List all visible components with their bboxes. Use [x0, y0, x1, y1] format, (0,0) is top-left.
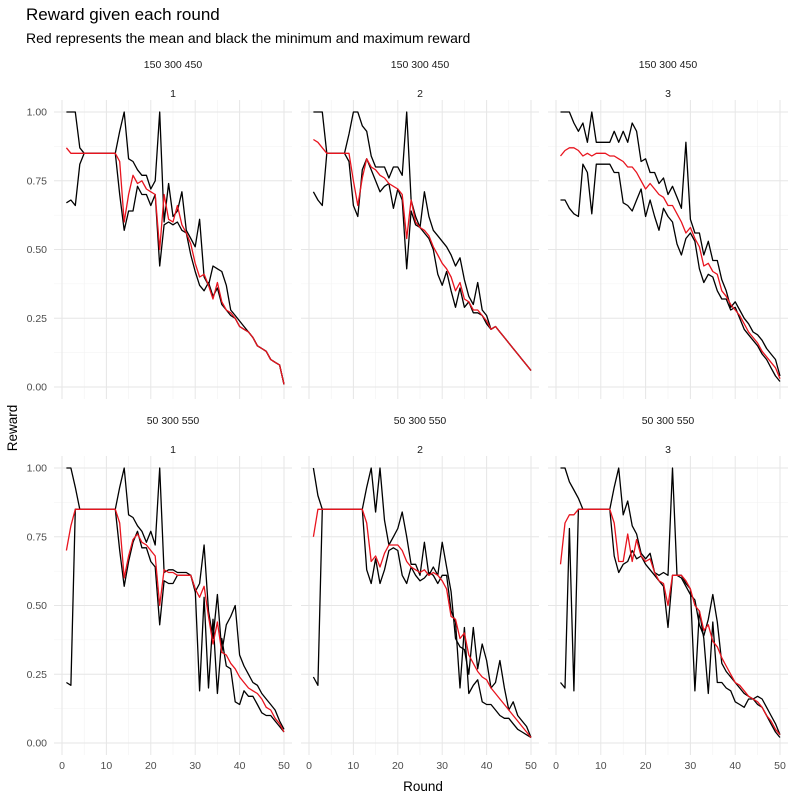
strip-label-top: 150 300 450	[144, 59, 203, 71]
x-tick-label: 40	[729, 760, 741, 772]
panel-2-1: 50 300 550 1 0.00 0.25 0.50 0.75 1.00 0 10 20 30 40…	[27, 415, 292, 772]
series-line-min	[312, 152, 532, 371]
series-line-mean	[559, 147, 781, 380]
strip-label-top: 50 300 550	[147, 415, 200, 427]
y-tick-label: 1.00	[27, 463, 48, 475]
series-line-mean	[313, 138, 532, 371]
strip-label-bottom: 3	[665, 88, 671, 100]
x-tick-label: 30	[436, 760, 448, 772]
series-line-min	[66, 508, 285, 733]
strip-label-top: 150 300 450	[639, 59, 698, 71]
series-line-mean	[559, 508, 781, 736]
panel-1-2: 150 300 450 2	[301, 59, 539, 399]
x-tick-label: 10	[101, 760, 113, 772]
y-tick-label: 0.00	[27, 738, 48, 750]
x-tick-label: 0	[306, 760, 312, 772]
y-tick-label: 0.75	[27, 175, 48, 187]
strip-label-bottom: 3	[665, 444, 671, 456]
strip-label-bottom: 1	[170, 444, 176, 456]
series-line-min	[559, 508, 781, 738]
y-tick-label: 1.00	[27, 107, 48, 119]
x-tick-label: 50	[278, 760, 290, 772]
series-line-min	[312, 508, 532, 739]
strip-label-bottom: 1	[170, 88, 176, 100]
series-line-min	[66, 152, 285, 385]
series-line-mean	[312, 508, 532, 738]
x-tick-label: 30	[685, 760, 697, 772]
panel-1-1: 150 300 450 1 0.00 0.25 0.50 0.75 1.00	[27, 59, 292, 399]
panel-1-3: 150 300 450 3	[548, 59, 788, 399]
y-tick-label: 0.00	[27, 382, 48, 394]
x-tick-label: 10	[348, 760, 360, 772]
x-tick-label: 50	[774, 760, 786, 772]
strip-label-bottom: 2	[417, 88, 423, 100]
x-tick-label: 50	[525, 760, 537, 772]
strip-label-bottom: 2	[417, 444, 423, 456]
series-line-mean	[65, 508, 285, 733]
series-line-max	[560, 111, 781, 377]
x-tick-label: 0	[553, 760, 559, 772]
x-axis-title: Round	[403, 779, 443, 794]
y-tick-label: 0.50	[27, 244, 48, 256]
series-line-mean	[65, 147, 285, 385]
x-tick-label: 20	[145, 760, 157, 772]
series-line-max	[313, 111, 532, 371]
y-tick-label: 0.50	[27, 600, 48, 612]
x-tick-label: 0	[59, 760, 65, 772]
strip-label-top: 150 300 450	[391, 59, 450, 71]
x-tick-label: 40	[481, 760, 493, 772]
x-tick-label: 20	[392, 760, 404, 772]
y-tick-label: 0.75	[27, 531, 48, 543]
strip-label-top: 50 300 550	[394, 415, 447, 427]
x-tick-label: 20	[640, 760, 652, 772]
chart-title: Reward given each round	[26, 5, 220, 24]
x-tick-label: 30	[189, 760, 201, 772]
x-tick-label: 40	[234, 760, 246, 772]
y-axis-title: Reward	[5, 405, 20, 452]
y-tick-label: 0.25	[27, 669, 48, 681]
strip-label-top: 50 300 550	[642, 415, 695, 427]
y-tick-label: 0.25	[27, 313, 48, 325]
series-line-min	[560, 163, 781, 382]
x-tick-label: 10	[595, 760, 607, 772]
chart-subtitle: Red represents the mean and black the mi…	[26, 30, 471, 46]
